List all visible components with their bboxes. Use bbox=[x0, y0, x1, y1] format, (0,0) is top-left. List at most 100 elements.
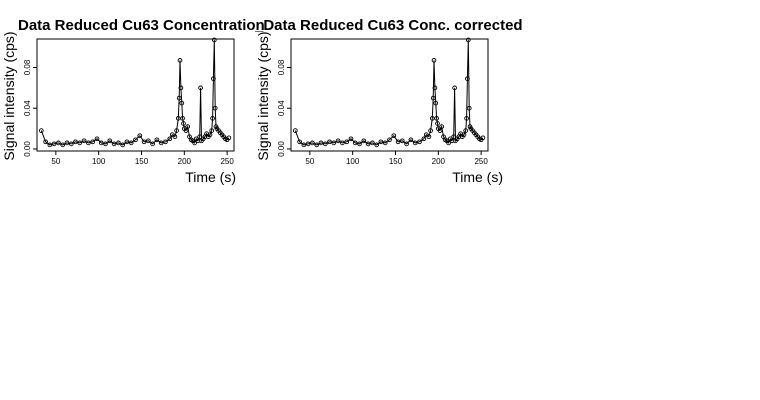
data-point bbox=[56, 140, 61, 146]
data-point bbox=[464, 116, 469, 121]
data-point bbox=[51, 141, 57, 147]
data-point bbox=[465, 76, 470, 82]
data-point bbox=[47, 142, 53, 148]
data-point bbox=[310, 140, 315, 146]
data-point bbox=[399, 138, 405, 144]
data-point bbox=[387, 137, 392, 143]
data-point bbox=[211, 37, 217, 43]
data-point bbox=[451, 134, 457, 140]
chart-panel-2: _Data Reduced Cu63 Conc. corrected Time … bbox=[254, 17, 523, 185]
data-point bbox=[120, 142, 126, 148]
series-line bbox=[40, 39, 230, 146]
data-point bbox=[466, 105, 472, 111]
data-point bbox=[382, 140, 388, 146]
data-point bbox=[480, 135, 486, 141]
data-point bbox=[374, 142, 380, 148]
data-point bbox=[64, 140, 70, 146]
data-point bbox=[395, 139, 401, 145]
data-point bbox=[68, 141, 74, 147]
data-point bbox=[301, 142, 307, 148]
data-point bbox=[145, 138, 151, 144]
data-point bbox=[81, 138, 87, 144]
data-point bbox=[412, 140, 418, 146]
data-point bbox=[378, 139, 384, 145]
data-point bbox=[365, 141, 371, 147]
data-point bbox=[426, 134, 432, 140]
data-point bbox=[361, 138, 367, 144]
y-tick-label: 0.00 bbox=[23, 141, 32, 157]
data-point bbox=[340, 140, 345, 146]
data-point bbox=[357, 141, 362, 147]
data-point bbox=[314, 142, 320, 148]
data-point bbox=[292, 128, 298, 133]
plot-frame bbox=[290, 38, 489, 152]
x-tick-label: 250 bbox=[220, 157, 234, 166]
data-point bbox=[174, 128, 179, 133]
data-point bbox=[154, 137, 160, 143]
data-point bbox=[305, 141, 311, 147]
data-point bbox=[103, 141, 108, 147]
y-tick-label: 0.04 bbox=[23, 100, 32, 116]
data-point bbox=[211, 76, 216, 82]
x-tick-label: 250 bbox=[474, 157, 488, 166]
data-point bbox=[141, 139, 147, 145]
data-point bbox=[408, 137, 414, 143]
data-point bbox=[128, 140, 134, 146]
y-tick-label: 0.08 bbox=[277, 59, 286, 75]
y-tick-label: 0.04 bbox=[277, 100, 286, 116]
data-point bbox=[404, 141, 409, 147]
data-point bbox=[429, 116, 435, 121]
data-point bbox=[181, 121, 186, 126]
data-point bbox=[391, 133, 397, 139]
series-line bbox=[294, 39, 484, 146]
x-tick-label: 50 bbox=[51, 157, 60, 166]
data-point bbox=[432, 85, 438, 91]
data-point bbox=[116, 140, 121, 146]
data-point bbox=[179, 100, 185, 106]
data-point bbox=[446, 140, 451, 146]
data-point bbox=[461, 132, 467, 138]
data-point bbox=[43, 139, 48, 145]
x-tick-label: 100 bbox=[346, 157, 360, 166]
data-point bbox=[38, 128, 44, 133]
data-point bbox=[435, 121, 440, 126]
data-point bbox=[163, 139, 168, 145]
data-point bbox=[150, 141, 155, 147]
data-point bbox=[158, 140, 164, 146]
data-point bbox=[175, 116, 181, 121]
data-point bbox=[433, 100, 439, 106]
data-point bbox=[327, 139, 332, 145]
data-point bbox=[465, 37, 471, 43]
x-tick-label: 150 bbox=[135, 157, 149, 166]
x-axis-label: Time (s) bbox=[452, 169, 503, 185]
data-point bbox=[178, 85, 184, 91]
data-point bbox=[331, 140, 337, 146]
data-point bbox=[348, 136, 354, 142]
data-point bbox=[344, 139, 350, 145]
data-point bbox=[431, 58, 437, 63]
x-tick-label: 100 bbox=[92, 157, 106, 166]
data-point bbox=[322, 141, 328, 147]
data-point bbox=[297, 139, 302, 145]
data-point bbox=[167, 136, 173, 142]
x-axis-label: Time (s) bbox=[185, 169, 236, 185]
data-point bbox=[335, 138, 341, 144]
x-tick-label: 50 bbox=[305, 157, 314, 166]
data-point bbox=[111, 141, 117, 147]
chart-title: _Data Reduced Cu63 Conc. corrected bbox=[254, 17, 523, 34]
data-point bbox=[434, 116, 439, 121]
data-point bbox=[318, 140, 324, 146]
y-tick-label: 0.08 bbox=[23, 59, 32, 75]
x-tick-label: 150 bbox=[389, 157, 403, 166]
x-tick-label: 200 bbox=[432, 157, 446, 166]
data-point bbox=[94, 136, 100, 142]
data-point bbox=[73, 139, 78, 145]
data-point bbox=[197, 134, 203, 140]
data-point bbox=[107, 138, 113, 144]
y-axis-label: Signal intensity (cps) bbox=[1, 31, 17, 160]
data-point bbox=[428, 128, 433, 133]
data-point bbox=[212, 105, 218, 111]
data-point bbox=[452, 85, 457, 91]
data-point bbox=[209, 128, 215, 133]
